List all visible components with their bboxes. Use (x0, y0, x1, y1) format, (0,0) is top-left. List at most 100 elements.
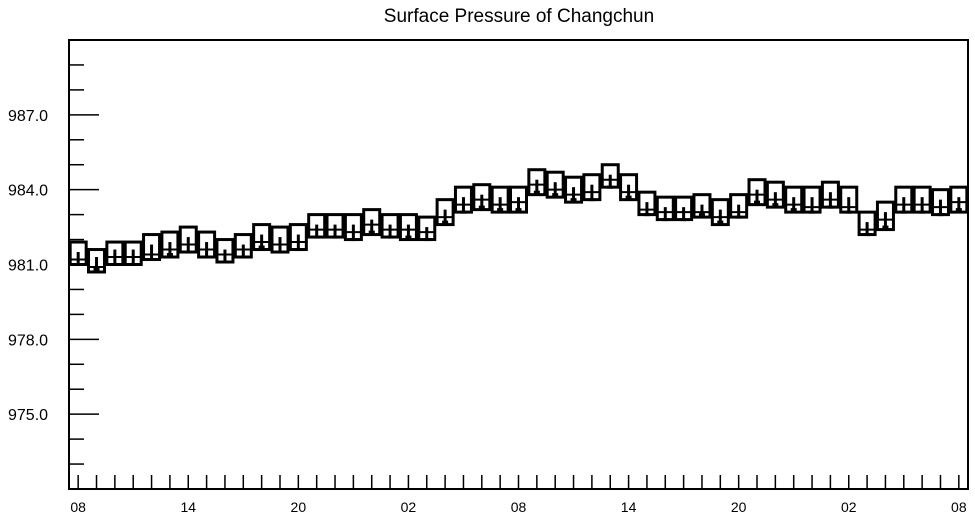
p25-mark (955, 208, 962, 212)
box-glyph (472, 183, 492, 212)
p25-mark (515, 208, 522, 212)
box-glyph (142, 233, 162, 262)
box-series (68, 163, 969, 274)
p25-mark (772, 203, 779, 207)
box-glyph (894, 185, 914, 214)
box-glyph (729, 193, 749, 219)
box-glyph (710, 198, 730, 227)
p25-mark (845, 210, 852, 214)
box-glyph (747, 178, 767, 207)
box-glyph (912, 185, 932, 214)
y-tick-label: 975.0 (8, 407, 48, 424)
p25-mark (680, 218, 687, 222)
p25-mark (478, 205, 485, 209)
box-glyph (930, 188, 950, 217)
p25-mark (276, 250, 283, 254)
p25-mark (607, 185, 614, 189)
p25-mark (258, 245, 265, 249)
box-glyph (325, 213, 345, 239)
box-glyph (252, 223, 272, 252)
p25-mark (552, 193, 559, 197)
p25-mark (203, 255, 210, 259)
p25-mark (643, 213, 650, 217)
p25-mark (809, 210, 816, 214)
box-glyph (362, 208, 382, 237)
box-glyph (949, 185, 969, 214)
box-glyph (307, 213, 327, 239)
p25-mark (662, 218, 669, 222)
box-glyph (417, 215, 437, 242)
p25-mark (130, 263, 137, 266)
p25-mark (735, 215, 742, 219)
box-glyph (857, 210, 877, 237)
p25-mark (937, 213, 944, 217)
box-glyph (692, 193, 712, 219)
x-tick-label: 14 (180, 499, 196, 515)
x-tick-label: 08 (951, 499, 967, 515)
box-glyph (87, 248, 107, 274)
box-glyph (380, 213, 400, 239)
p25-mark (827, 205, 834, 209)
box-glyph (343, 213, 363, 242)
box-glyph (784, 185, 804, 214)
box-glyph (233, 233, 253, 259)
p25-mark (497, 208, 504, 212)
box-glyph (105, 240, 125, 267)
y-axis: 975.0 978.0 981.0 984.0 987.0 (8, 64, 99, 465)
box-glyph (288, 223, 308, 252)
p25-mark (625, 195, 632, 199)
p25-mark (350, 238, 357, 242)
box-glyph (600, 163, 620, 189)
box-glyph (197, 230, 217, 259)
y-tick-label: 984.0 (8, 183, 48, 200)
p25-mark (93, 267, 100, 271)
x-tick-label: 20 (291, 499, 307, 515)
box-glyph (582, 173, 602, 202)
box-glyph (435, 198, 455, 227)
p25-mark (111, 263, 118, 266)
box-glyph (123, 240, 143, 267)
p25-mark (368, 230, 375, 234)
box-glyph (490, 185, 510, 214)
p25-mark (754, 200, 761, 204)
p25-mark (882, 225, 889, 229)
p25-mark (717, 220, 724, 224)
box-glyph (655, 195, 675, 222)
box-glyph (178, 225, 198, 254)
box-glyph (398, 213, 418, 242)
y-tick-label: 987.0 (8, 108, 48, 125)
box-glyph (509, 185, 528, 214)
p25-mark (313, 235, 320, 239)
box-glyph (802, 185, 822, 214)
p25-mark (185, 250, 192, 254)
box-glyph (160, 230, 180, 259)
p25-mark (919, 210, 926, 214)
box-glyph (453, 185, 473, 214)
p25-mark (387, 235, 394, 239)
p25-mark (148, 258, 155, 262)
p25-mark (295, 248, 302, 252)
box-glyph (619, 173, 639, 202)
x-tick-label: 08 (70, 499, 86, 515)
p25-mark (332, 235, 339, 239)
y-tick-label: 981.0 (8, 258, 48, 275)
chart-title: Surface Pressure of Changchun (384, 6, 654, 27)
y-tick-label: 978.0 (8, 332, 48, 349)
box-glyph (839, 185, 859, 214)
box-glyph (765, 180, 785, 209)
box-glyph (68, 240, 88, 267)
box-glyph (637, 190, 657, 217)
plot-frame (68, 39, 969, 490)
x-tick-label: 20 (731, 499, 747, 515)
p25-mark (442, 220, 449, 224)
p25-mark (221, 260, 228, 264)
box-glyph (674, 195, 694, 222)
p25-mark (864, 233, 871, 237)
p25-mark (698, 213, 705, 217)
p25-mark (240, 255, 247, 259)
box-glyph (215, 238, 235, 264)
p25-mark (75, 263, 82, 266)
p25-mark (423, 238, 430, 242)
p25-mark (405, 235, 412, 239)
